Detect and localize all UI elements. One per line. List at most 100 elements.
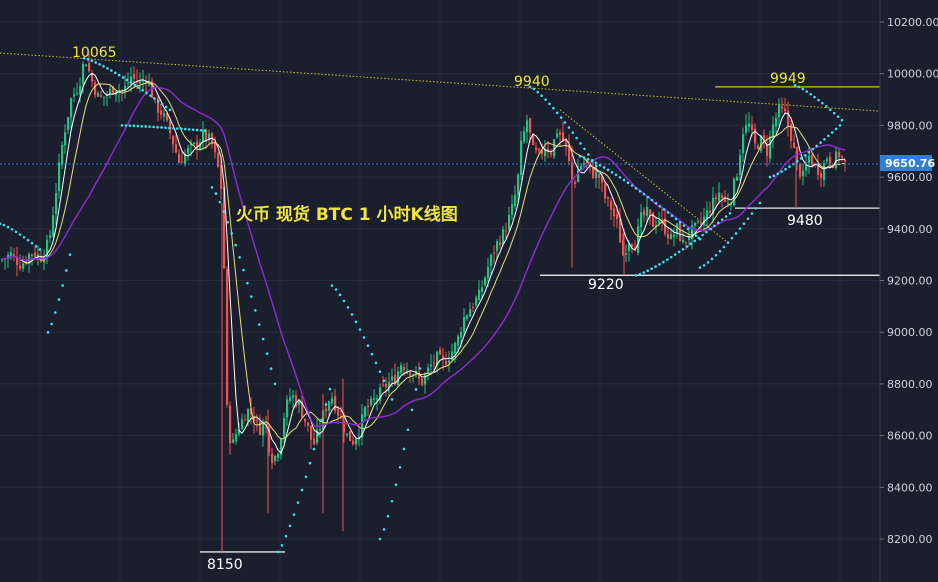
- candle-body: [253, 416, 256, 422]
- sar-dot: [555, 111, 559, 115]
- sar-dot: [382, 379, 386, 383]
- sar-dot: [713, 224, 716, 228]
- candle-body: [820, 173, 823, 179]
- candle-body: [187, 147, 190, 154]
- sar-dot: [746, 217, 750, 220]
- candle-body: [481, 287, 484, 292]
- sar-dot: [825, 105, 828, 108]
- sar-dot: [149, 94, 152, 97]
- candle-body: [628, 243, 631, 251]
- candle-body: [745, 125, 748, 133]
- sar-dot: [261, 337, 265, 341]
- sar-dot: [590, 159, 594, 163]
- candle-body: [157, 97, 160, 113]
- sar-dot: [284, 534, 288, 538]
- sar-dot: [734, 232, 738, 235]
- sar-dot: [276, 550, 280, 554]
- sar-dot: [338, 293, 342, 297]
- sar-dot: [378, 537, 382, 541]
- sar-dot: [246, 281, 249, 285]
- sar-dot: [406, 428, 410, 432]
- candle-body: [268, 426, 271, 453]
- candle-body: [274, 455, 277, 462]
- price-axis: [880, 0, 938, 582]
- candle-body: [505, 230, 508, 232]
- sar-dot: [674, 217, 678, 221]
- candle-body: [826, 158, 829, 161]
- candle-body: [100, 95, 103, 97]
- candle-body: [610, 200, 613, 211]
- sar-dot: [594, 164, 598, 168]
- candle-body: [757, 145, 760, 149]
- sar-dot: [690, 231, 694, 234]
- sar-dot: [176, 127, 179, 130]
- candle-body: [364, 407, 367, 417]
- grid-lines: [0, 0, 880, 582]
- sar-dot: [10, 228, 14, 231]
- sar-dot: [528, 85, 532, 88]
- candle-body: [343, 420, 346, 433]
- sar-dot: [698, 266, 702, 269]
- y-tick-label: 9800.00: [887, 119, 933, 132]
- candle-body: [808, 155, 811, 163]
- candle-body: [565, 140, 568, 146]
- candle-body: [538, 148, 541, 151]
- candle-body: [220, 164, 223, 190]
- sar-dot: [141, 88, 144, 92]
- sar-dot: [646, 269, 650, 273]
- candle-body: [469, 309, 472, 317]
- candle-body: [355, 438, 358, 445]
- candle-body: [175, 144, 178, 153]
- sar-dot: [136, 124, 140, 128]
- sar-dot: [582, 156, 586, 159]
- candle-body: [451, 351, 454, 361]
- candle-body: [460, 331, 463, 338]
- sar-dot: [681, 247, 685, 251]
- candle-body: [829, 156, 832, 164]
- candle-body: [91, 73, 94, 82]
- candle-body: [184, 153, 187, 164]
- sar-dot: [536, 90, 540, 94]
- candle-body: [142, 80, 145, 82]
- candle-body: [151, 81, 154, 98]
- sar-dot: [273, 382, 277, 386]
- candle-body: [661, 219, 664, 221]
- candle-body: [226, 269, 229, 405]
- candle-body: [622, 240, 625, 256]
- sar-dot: [586, 157, 590, 161]
- sar-dot: [50, 322, 53, 326]
- candle-body: [655, 225, 658, 227]
- sar-dot: [840, 118, 844, 122]
- sar-dot: [172, 126, 175, 130]
- current-price-tag-label: 9650.76: [885, 157, 935, 170]
- sar-dot: [768, 175, 772, 179]
- candle-body: [637, 226, 640, 253]
- candle-body: [793, 142, 796, 149]
- candle-body: [454, 342, 457, 354]
- candle-body: [607, 197, 610, 199]
- candle-body: [430, 364, 433, 367]
- sar-dot: [718, 249, 722, 253]
- annotation-label-10065: 10065: [72, 45, 117, 61]
- sar-dot: [709, 227, 712, 231]
- candle-body: [79, 85, 82, 95]
- sar-dot: [121, 76, 125, 79]
- candle-body: [298, 400, 301, 405]
- sar-dot: [583, 147, 586, 151]
- sar-dot: [14, 230, 18, 234]
- candle-body: [499, 242, 502, 245]
- candle-body: [46, 239, 49, 259]
- candle-body: [397, 371, 400, 385]
- candle-body: [679, 223, 682, 242]
- candle-body: [472, 306, 475, 308]
- candle-body: [784, 108, 787, 112]
- candle-body: [457, 336, 460, 346]
- sar-dot: [374, 361, 378, 365]
- candle-body: [640, 212, 643, 228]
- candle-body: [517, 174, 520, 196]
- sar-dot: [666, 211, 670, 214]
- sar-dot: [666, 258, 669, 261]
- candle-body: [532, 134, 535, 146]
- sar-dot: [693, 239, 697, 243]
